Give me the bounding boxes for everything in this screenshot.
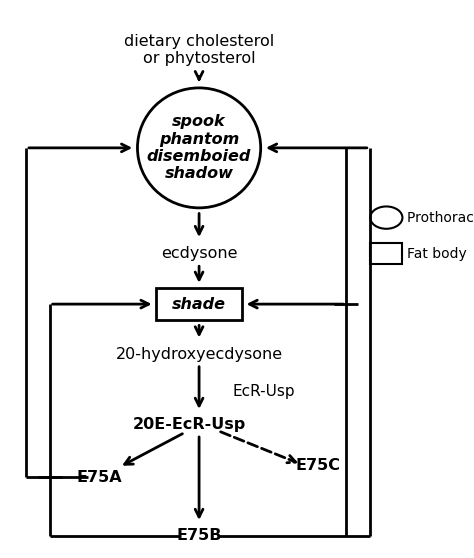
Text: E75C: E75C bbox=[295, 459, 340, 473]
Text: EcR-Usp: EcR-Usp bbox=[232, 384, 295, 399]
Text: shade: shade bbox=[172, 297, 226, 311]
Text: spook
phantom
disemboied
shadow: spook phantom disemboied shadow bbox=[147, 114, 251, 181]
Text: Fat body: Fat body bbox=[407, 247, 466, 261]
Text: E75B: E75B bbox=[176, 528, 222, 543]
Text: 20-hydroxyecdysone: 20-hydroxyecdysone bbox=[116, 347, 283, 362]
Text: Prothoracic gland: Prothoracic gland bbox=[407, 210, 474, 225]
Text: 20E-EcR-Usp: 20E-EcR-Usp bbox=[133, 417, 246, 431]
Text: E75A: E75A bbox=[77, 470, 122, 484]
Text: dietary cholesterol
or phytosterol: dietary cholesterol or phytosterol bbox=[124, 34, 274, 66]
Text: ecdysone: ecdysone bbox=[161, 247, 237, 261]
